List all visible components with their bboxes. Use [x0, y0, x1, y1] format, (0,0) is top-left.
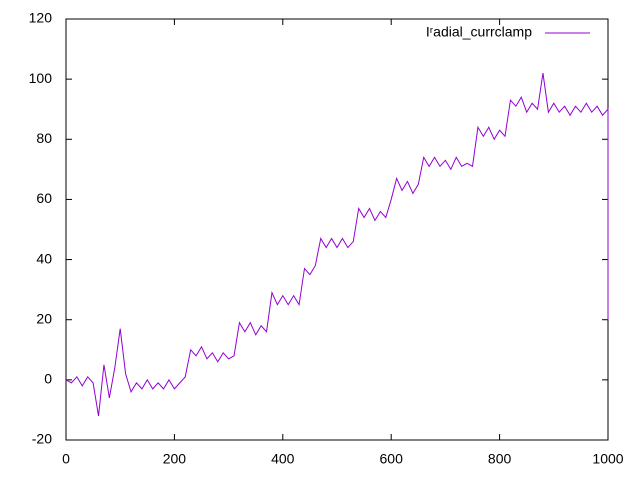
y-tick-label: -20 [32, 431, 52, 447]
x-tick-label: 600 [380, 451, 404, 467]
y-tick-label: 20 [36, 310, 52, 326]
x-tick-label: 400 [271, 451, 295, 467]
legend-label: Iʳadial_currclamp [426, 24, 532, 40]
y-tick-label: 100 [29, 70, 53, 86]
y-tick-label: 0 [44, 371, 52, 387]
y-tick-label: 120 [29, 10, 53, 26]
y-tick-label: 60 [36, 190, 52, 206]
x-tick-label: 800 [488, 451, 512, 467]
x-tick-label: 1000 [592, 451, 623, 467]
x-tick-label: 0 [62, 451, 70, 467]
plot-frame [65, 18, 609, 441]
data-line [65, 73, 609, 417]
y-tick-label: 80 [36, 130, 52, 146]
y-tick-label: 40 [36, 250, 52, 266]
x-tick-label: 200 [163, 451, 187, 467]
